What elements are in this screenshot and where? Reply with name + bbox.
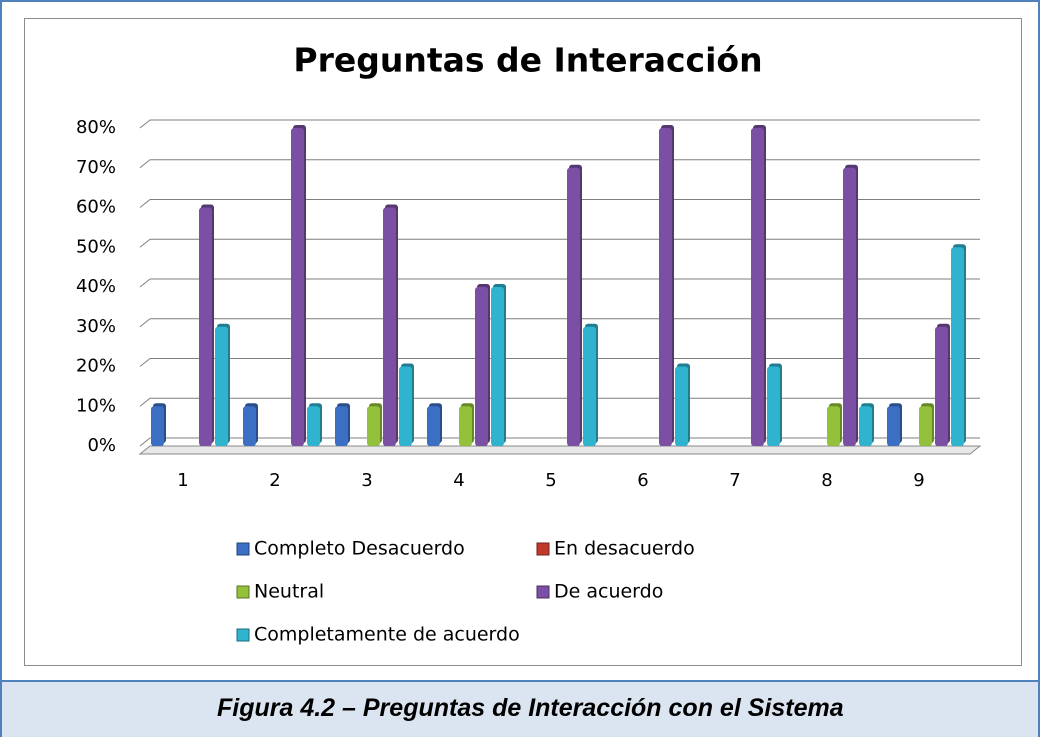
legend-label: En desacuerdo: [554, 538, 695, 560]
bar: [887, 403, 902, 446]
bar: [659, 125, 674, 446]
x-tick-label: 2: [269, 470, 280, 491]
legend-label: Completamente de acuerdo: [254, 624, 520, 646]
x-tick-label: 3: [361, 470, 372, 491]
legend-swatch: [236, 542, 250, 556]
bar: [935, 323, 950, 446]
legend-swatch: [536, 585, 550, 599]
bar: [491, 284, 506, 446]
y-tick-label: 30%: [76, 316, 116, 337]
bar: [383, 204, 398, 446]
bar: [215, 323, 230, 446]
grid-line-slant: [139, 119, 151, 129]
bar: [307, 403, 322, 446]
bar: [843, 164, 858, 446]
bar: [827, 403, 842, 446]
bar: [367, 403, 382, 446]
grid-line-slant: [139, 358, 151, 367]
y-tick-label: 70%: [76, 157, 116, 178]
x-tick-label: 8: [821, 470, 832, 491]
x-tick-label: 1: [177, 470, 188, 491]
grid-line-slant: [139, 238, 151, 248]
y-tick-label: 50%: [76, 236, 116, 257]
legend-swatch: [536, 542, 550, 556]
y-tick-label: 40%: [76, 276, 116, 297]
bar: [459, 403, 474, 446]
bar: [859, 403, 874, 446]
caption-band: Figura 4.2 – Preguntas de Interacción co…: [2, 680, 1038, 737]
bar: [675, 363, 690, 446]
bar: [919, 403, 934, 446]
chart-title: Preguntas de Interacción: [293, 41, 762, 80]
bar: [767, 363, 782, 446]
y-tick-label: 80%: [76, 117, 116, 138]
x-tick-label: 7: [729, 470, 740, 491]
legend-swatch: [236, 585, 250, 599]
floor: [138, 445, 982, 455]
y-tick-label: 60%: [76, 197, 116, 218]
bar: [151, 403, 166, 446]
bar: [399, 363, 414, 446]
grid-line-slant: [139, 278, 151, 288]
grid-line-slant: [139, 159, 151, 169]
y-tick-label: 0%: [87, 435, 116, 456]
y-tick-label: 10%: [76, 395, 116, 416]
legend-label: De acuerdo: [554, 581, 663, 603]
caption: Figura 4.2 – Preguntas de Interacción co…: [217, 694, 844, 722]
grid-line-slant: [139, 437, 151, 447]
y-tick-label: 20%: [76, 356, 116, 377]
bar: [751, 125, 766, 446]
x-tick-label: 6: [637, 470, 648, 491]
legend-swatch: [236, 628, 250, 642]
legend-label: Completo Desacuerdo: [254, 538, 465, 560]
bar: [583, 323, 598, 446]
bar: [335, 403, 350, 446]
x-tick-label: 5: [545, 470, 556, 491]
grid-line-slant: [139, 318, 151, 328]
bar: [199, 204, 214, 446]
bar: [291, 125, 306, 446]
x-tick-label: 4: [453, 470, 464, 491]
legend-label: Neutral: [254, 581, 324, 603]
grid-line-slant: [139, 397, 151, 407]
bar: [427, 403, 442, 446]
grid-line-slant: [139, 199, 151, 208]
bar: [475, 284, 490, 446]
bar: [243, 403, 258, 446]
bar: [567, 164, 582, 446]
x-tick-label: 9: [913, 470, 924, 491]
bar: [951, 244, 966, 446]
